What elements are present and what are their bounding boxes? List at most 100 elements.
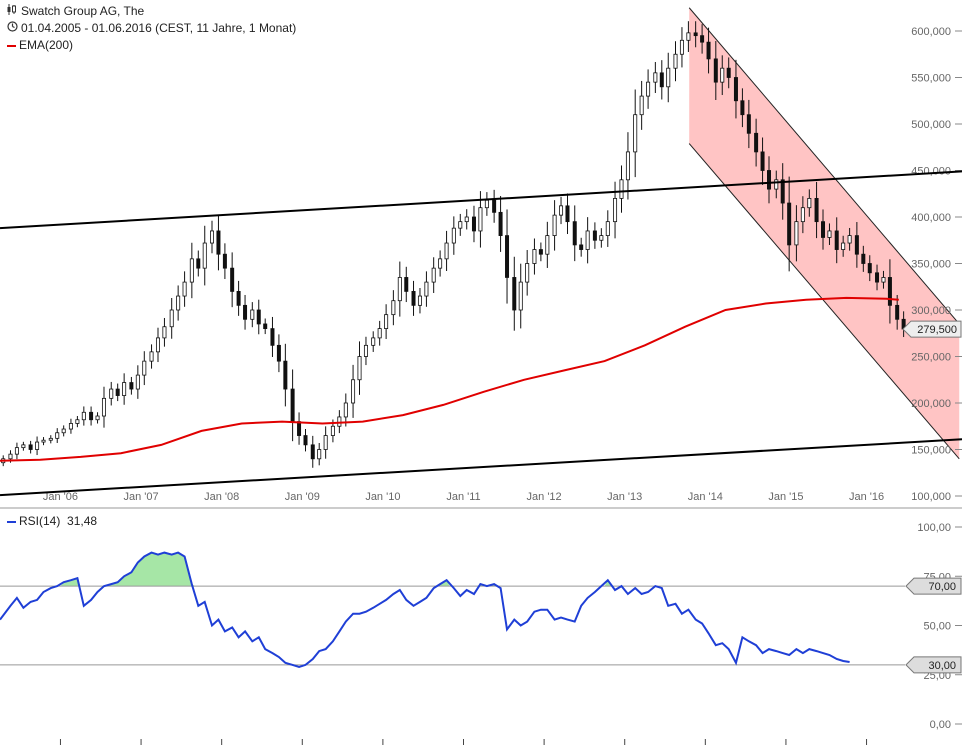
price-y-tick-label: 600,000 <box>911 26 951 38</box>
candle-body <box>525 263 530 283</box>
candle-body <box>585 230 590 250</box>
x-tick-label: Jan '06 <box>43 491 78 503</box>
x-tick-label: Jan '11 <box>446 491 480 503</box>
candle-body <box>142 360 147 376</box>
candle-body <box>270 328 275 346</box>
candle-body <box>21 444 26 449</box>
trendline-upper <box>0 170 962 230</box>
trendline-lower <box>0 438 962 497</box>
candle-body <box>713 58 718 83</box>
candle-body <box>351 379 356 404</box>
ema-legend-entry[interactable]: EMA(200) <box>7 38 73 52</box>
price-y-tick-label: 150,000 <box>911 445 951 457</box>
candle-body <box>700 35 705 43</box>
candle-body <box>498 211 503 237</box>
price-y-tick-label: 250,000 <box>911 352 951 364</box>
candle-body <box>673 53 678 69</box>
candle-body <box>552 214 557 236</box>
candle-body <box>256 309 261 325</box>
chart-title-row: Swatch Group AG, The <box>7 4 144 18</box>
candle-body <box>196 258 201 269</box>
candle-body <box>14 447 19 455</box>
candle-body <box>478 207 483 232</box>
rsi-y-tick-label: 100,00 <box>917 522 951 534</box>
candle-body <box>182 281 187 297</box>
rsi-y-tick-label: 50,00 <box>923 621 951 633</box>
candle-body <box>297 421 302 436</box>
rsi-reference-label: 70,00 <box>928 581 956 593</box>
candle-body <box>75 419 80 424</box>
rsi-legend-entry[interactable]: RSI(14) 31,48 <box>7 514 97 528</box>
candle-body <box>599 235 604 241</box>
last-price-label: 279,500 <box>917 324 957 336</box>
candlestick-icon <box>7 4 21 18</box>
rsi-legend-label: RSI(14) <box>19 514 61 528</box>
candle-body <box>458 221 463 229</box>
candle-body <box>411 290 416 306</box>
candle-body <box>310 444 315 460</box>
rsi-overbought-fill <box>604 580 611 587</box>
candle-body <box>740 100 745 116</box>
candle-body <box>579 244 584 250</box>
ema-legend-label: EMA(200) <box>19 38 74 52</box>
candle-body <box>404 277 409 292</box>
candle-body <box>572 221 577 246</box>
candle-body <box>720 67 725 83</box>
downtrend-channel-lower <box>688 143 960 460</box>
candle-body <box>706 41 711 60</box>
candle-body <box>619 179 624 199</box>
candle-body <box>129 382 134 390</box>
price-y-tick-label: 300,000 <box>911 305 951 317</box>
rsi-reference-tag <box>905 577 962 595</box>
x-tick-label: Jan '15 <box>768 491 803 503</box>
candle-body <box>243 304 248 320</box>
candle-body <box>800 207 805 223</box>
candle-body <box>438 258 443 269</box>
candle-body <box>431 267 436 283</box>
candle-body <box>68 423 73 430</box>
price-y-tick-label: 350,000 <box>911 259 951 271</box>
candle-body <box>343 402 348 418</box>
rsi-legend-value: 31,48 <box>67 514 98 528</box>
candle-body <box>881 277 886 283</box>
candle-body <box>323 435 328 450</box>
candle-body <box>263 323 268 330</box>
candle-body <box>492 199 497 213</box>
candle-body <box>202 242 207 269</box>
last-price-tag <box>902 320 962 338</box>
candle-body <box>854 235 859 255</box>
candle-body <box>109 388 114 399</box>
candle-body <box>283 360 288 390</box>
rsi-overbought-fill <box>60 578 81 587</box>
candle-body <box>794 221 799 246</box>
candle-body <box>827 230 832 238</box>
x-tick-label: Jan '12 <box>527 491 562 503</box>
candle-body <box>155 337 160 353</box>
candle-body <box>371 337 376 346</box>
candle-body <box>317 449 322 460</box>
price-y-tick-label: 400,000 <box>911 212 951 224</box>
price-y-tick-label: 500,000 <box>911 119 951 131</box>
candle-body <box>666 67 671 88</box>
candle-body <box>28 444 33 450</box>
candle-body <box>451 227 456 244</box>
downtrend-channel-upper <box>688 7 960 325</box>
candle-body <box>559 205 564 216</box>
candle-body <box>471 216 476 232</box>
candle-body <box>101 397 106 417</box>
candle-body <box>787 202 792 246</box>
chart-period: 01.04.2005 - 01.06.2016 (CEST, 11 Jahre,… <box>21 21 297 35</box>
rsi-overbought-fill <box>108 552 196 587</box>
candle-body <box>169 309 174 328</box>
candle-body <box>303 435 308 446</box>
candle-body <box>95 415 100 421</box>
candle-body <box>357 356 362 381</box>
candle-body <box>290 388 295 422</box>
candle-body <box>726 67 731 78</box>
candle-body <box>250 309 255 320</box>
x-tick-label: Jan '10 <box>365 491 400 503</box>
candle-body <box>330 425 335 436</box>
candle-body <box>512 277 517 311</box>
